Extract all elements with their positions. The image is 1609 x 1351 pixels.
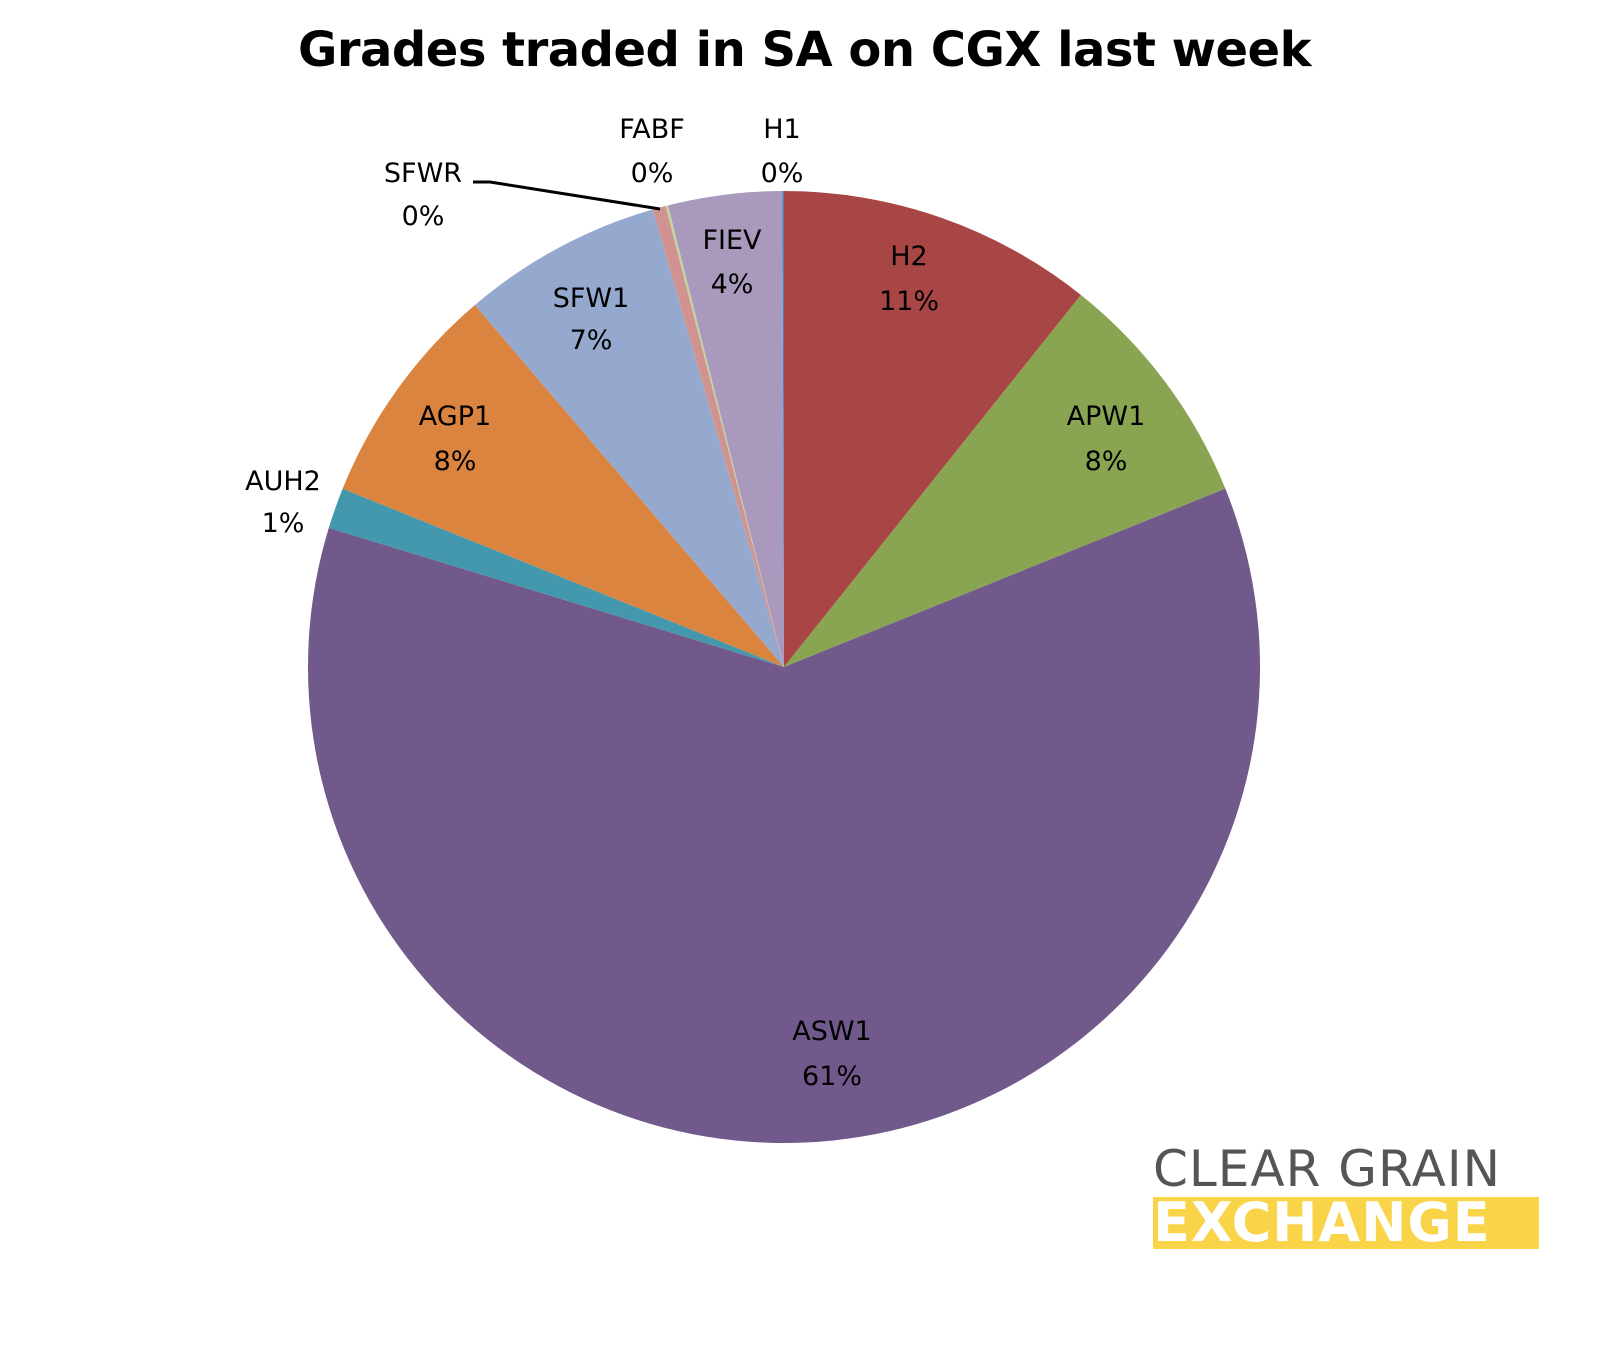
slice-percent-agp1: 8% <box>434 446 477 477</box>
slice-label-sfw1: SFW1 <box>553 283 630 314</box>
logo-line2: EXCHANGE <box>1153 1197 1539 1249</box>
slice-label-sfwr: SFWR <box>384 158 462 189</box>
slice-percent-fabf: 0% <box>631 158 674 189</box>
slice-label-agp1: AGP1 <box>419 401 491 432</box>
slice-asw1 <box>308 488 1260 1144</box>
sfwr-leader-line <box>473 180 661 211</box>
slice-percent-auh2: 1% <box>262 508 305 539</box>
slice-label-h1: H1 <box>763 114 800 145</box>
slice-label-auh2: AUH2 <box>245 466 321 497</box>
slice-percent-asw1: 61% <box>802 1061 862 1092</box>
slice-sfwr <box>652 205 784 668</box>
slice-label-fabf: FABF <box>619 114 685 145</box>
slice-label-apw1: APW1 <box>1067 401 1146 432</box>
slice-percent-h2: 11% <box>879 286 939 317</box>
slice-label-asw1: ASW1 <box>792 1016 871 1047</box>
slice-fiev <box>668 191 784 667</box>
slice-auh2 <box>328 488 784 667</box>
slice-apw1 <box>784 294 1226 667</box>
chart-title: Grades traded in SA on CGX last week <box>297 22 1312 78</box>
slice-sfw1 <box>474 209 784 667</box>
slice-percent-apw1: 8% <box>1085 446 1128 477</box>
slice-h1 <box>782 191 784 667</box>
slice-percent-fiev: 4% <box>711 269 754 300</box>
slice-percent-sfwr: 0% <box>402 201 445 232</box>
logo-line1: CLEAR GRAIN <box>1153 1140 1502 1198</box>
slice-percent-sfw1: 7% <box>570 325 613 356</box>
clear-grain-exchange-logo: CLEAR GRAIN EXCHANGE <box>1153 1143 1545 1249</box>
slice-fabf <box>665 205 784 667</box>
slice-percent-h1: 0% <box>761 158 804 189</box>
slice-label-fiev: FIEV <box>702 225 762 256</box>
slice-h2 <box>784 191 1081 667</box>
slice-agp1 <box>342 305 784 667</box>
slice-label-h2: H2 <box>890 241 927 272</box>
